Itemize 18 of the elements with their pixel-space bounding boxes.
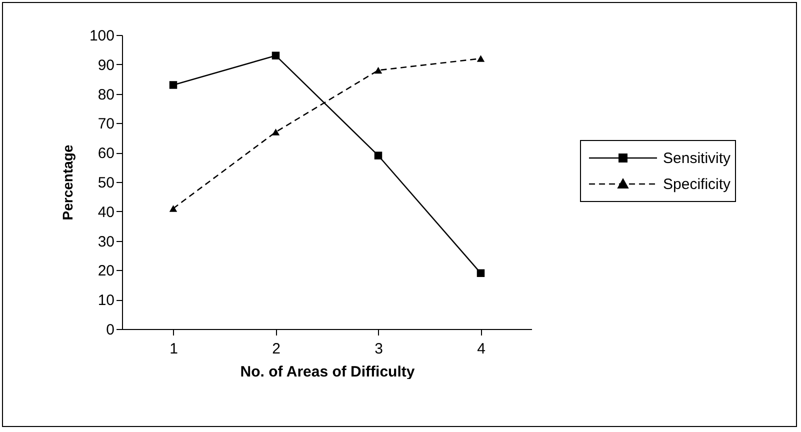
x-tick-label: 1 <box>170 340 178 358</box>
y-tick-label: 70 <box>98 116 114 133</box>
y-tick-label: 0 <box>106 322 114 338</box>
y-tick-label: 40 <box>98 204 114 221</box>
legend-label: Specificity <box>663 176 731 192</box>
y-axis-title: Percentage <box>59 144 76 220</box>
y-tick-label: 100 <box>89 28 114 44</box>
y-tick-label: 60 <box>98 145 114 162</box>
x-tick-label: 2 <box>272 340 280 358</box>
y-tick-label: 10 <box>98 292 114 310</box>
x-tick-label: 3 <box>374 340 383 358</box>
legend-label: Sensitivity <box>663 150 731 166</box>
y-tick-label: 80 <box>98 86 114 104</box>
y-tick-label: 20 <box>98 262 114 280</box>
x-tick-label: 4 <box>477 340 486 358</box>
y-tick-label: 50 <box>98 174 114 192</box>
y-tick-label: 30 <box>98 233 114 250</box>
y-tick-label: 90 <box>98 56 114 74</box>
